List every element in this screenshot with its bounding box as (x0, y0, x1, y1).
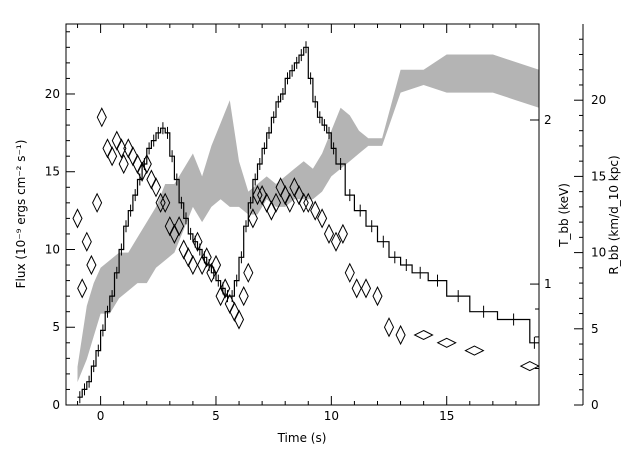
temperature-diamond (132, 153, 143, 175)
radius-tick-label: 0 (591, 398, 599, 412)
temperature-diamond (174, 216, 185, 237)
temperature-diamond (201, 247, 212, 268)
temperature-diamond (323, 223, 335, 245)
temperature-diamond (351, 278, 362, 299)
temperature-diamond (261, 192, 272, 213)
temperature-diamond (293, 184, 305, 206)
temperature-diamond (289, 177, 300, 198)
x-tick-label: 10 (324, 409, 339, 423)
temperature-diamond (81, 231, 92, 252)
temperature-diamond (72, 208, 83, 229)
temperature-diamond (111, 130, 122, 151)
temperature-diamond (150, 177, 162, 198)
temperature-diamond (160, 192, 171, 213)
temperature-axis-label: T_bb (keV) (557, 183, 571, 248)
temperature-diamond (303, 192, 314, 213)
temperature-diamond (86, 254, 97, 276)
temperature-diamond (155, 192, 166, 213)
temperature-diamond (436, 337, 457, 348)
temperature-diamond (183, 247, 194, 268)
temperature-diamond (229, 301, 240, 322)
radius-tick-label: 20 (591, 93, 606, 107)
temperature-diamond (107, 146, 118, 167)
axis-labels-layer: Time (s) Flux (10⁻⁹ ergs cm⁻² s⁻¹) T_bb … (14, 140, 621, 445)
temperature-diamond (164, 216, 175, 237)
temperature-diamond (233, 309, 245, 330)
x-tick-label: 0 (97, 409, 105, 423)
flux-histogram-layer (77, 41, 539, 404)
temperature-diamond (116, 138, 127, 159)
temperature-diamond (92, 192, 103, 213)
temperature-diamond (270, 192, 282, 213)
temperature-diamond (344, 262, 355, 283)
temperature-diamond (118, 153, 129, 175)
radius-axis-label: R_bb (km/d_10 kpc) (607, 155, 621, 274)
temperature-diamond (102, 138, 113, 159)
temperature-diamond (519, 361, 539, 372)
radius-tick-label: 5 (591, 322, 599, 336)
left-y-tick-label: 0 (52, 398, 60, 412)
temperature-tick-label: 1 (544, 277, 552, 291)
temperature-diamond (252, 184, 263, 206)
temperature-diamond (141, 153, 152, 175)
temperature-diamond (243, 262, 254, 283)
left-y-tick-label: 10 (45, 242, 60, 256)
temperature-diamond (464, 345, 485, 356)
temperature-diamond (372, 285, 383, 307)
temperature-diamond (257, 184, 268, 206)
temperature-diamond (360, 278, 372, 299)
temperature-diamond (284, 192, 295, 213)
plot-frame (65, 23, 540, 406)
temperature-diamond (187, 254, 198, 276)
temperature-diamond (224, 293, 235, 315)
temperature-diamond (298, 192, 309, 213)
left-y-tick-label: 15 (45, 165, 60, 179)
x-tick-label: 15 (439, 409, 454, 423)
x-tick-label: 5 (212, 409, 220, 423)
temperature-diamond (192, 231, 203, 252)
temperature-diamond (247, 208, 258, 229)
temperature-diamond (337, 223, 348, 245)
radius-tick-label: 10 (591, 246, 606, 260)
temperature-diamond (96, 107, 107, 128)
temperature-tick-label: 2 (544, 113, 552, 127)
flux-histogram-line (77, 46, 539, 398)
temperature-diamond (383, 317, 395, 338)
temperature-diamond-layer (72, 107, 539, 372)
temperature-diamond (310, 200, 321, 221)
left-y-tick-label: 5 (52, 320, 60, 334)
temperature-diamond (127, 146, 138, 167)
temperature-diamond (280, 184, 291, 206)
temperature-diamond (220, 278, 231, 299)
temperature-diamond (275, 177, 286, 198)
temperature-diamond (317, 208, 328, 229)
temperature-diamond (77, 278, 88, 299)
x-axis-label: Time (s) (277, 431, 327, 445)
left-y-tick-label: 20 (45, 87, 60, 101)
left-y-axis-label: Flux (10⁻⁹ ergs cm⁻² s⁻¹) (14, 140, 28, 289)
temperature-diamond (178, 239, 189, 260)
temperature-diamond (413, 329, 434, 341)
temperature-diamond (330, 231, 342, 252)
radius-tick-label: 15 (591, 169, 606, 183)
temperature-diamond (238, 285, 249, 307)
temperature-diamond (146, 169, 157, 190)
temperature-diamond (123, 138, 134, 159)
temperature-diamond (395, 324, 406, 346)
